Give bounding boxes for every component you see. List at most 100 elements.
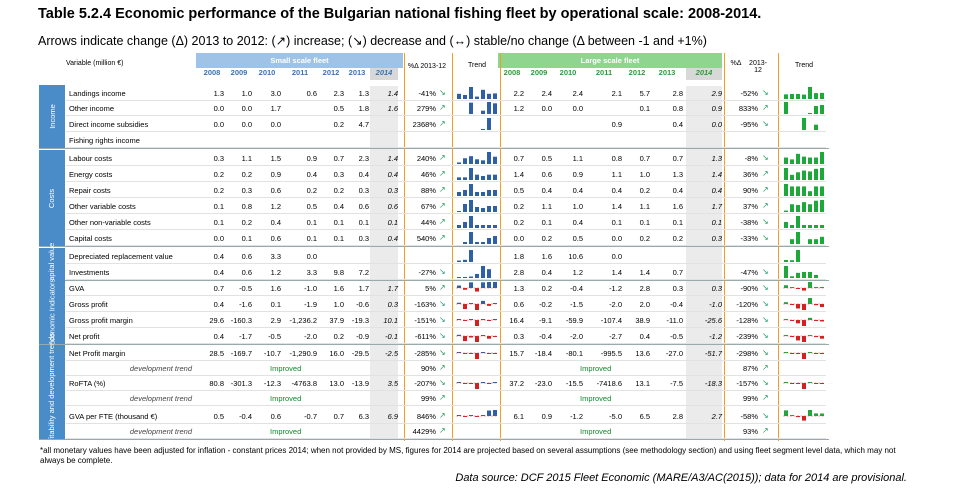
row-rule: [66, 229, 826, 230]
change-arrow-large: ↗: [762, 103, 769, 112]
large-value: 0.1: [672, 218, 683, 227]
small-value: 1.0: [333, 300, 344, 309]
trend-bar: [457, 382, 461, 383]
trend-sparkline: [783, 382, 825, 389]
development-trend-small: Improved: [270, 394, 302, 403]
large-value: 1.2: [513, 104, 524, 113]
trend-bar: [814, 157, 818, 164]
trend-bar: [814, 106, 818, 114]
trend-bar: [820, 225, 824, 228]
trend-bar: [802, 320, 806, 326]
pct-change-small: -285%: [414, 349, 436, 358]
trend-bar: [475, 416, 479, 417]
trend-sparkline: [463, 232, 497, 244]
trend-bar: [796, 320, 800, 324]
trend-bar: [808, 272, 812, 278]
small-value: 0.1: [306, 218, 317, 227]
trend-sparkline: [784, 168, 824, 180]
large-value: 1.3: [672, 170, 683, 179]
trend-sparkline: [457, 184, 497, 196]
trend-bar: [802, 353, 806, 359]
year-header-small: 2008: [200, 68, 224, 80]
pct-change-large: -120%: [736, 300, 758, 309]
small-value: 0.3: [333, 170, 344, 179]
trend-bar: [814, 287, 818, 288]
pct-change-small: 2368%: [412, 120, 436, 129]
large-value: 0.0: [611, 252, 622, 261]
large-value: 0.3: [711, 234, 722, 243]
pct-change-large: -47%: [740, 268, 758, 277]
small-value: 1.6: [270, 284, 281, 293]
trend-sparkline: [783, 298, 825, 310]
trend-bar: [475, 225, 479, 228]
row-rule: [66, 100, 826, 101]
large-value: -7.5: [670, 379, 683, 388]
large-value: 0.5: [572, 234, 583, 243]
trend-bar: [808, 191, 812, 196]
change-arrow-small: ↘: [439, 88, 446, 97]
small-fleet-header: Small scale fleet: [196, 53, 403, 68]
large-value: 1.2: [572, 268, 583, 277]
pct-change-large: 99%: [742, 394, 758, 403]
trend-bar: [820, 152, 824, 164]
section-divider: [39, 148, 829, 149]
small-value: 0.3: [387, 186, 398, 195]
change-arrow-small: ↗: [439, 393, 446, 402]
large-value: 0.4: [572, 186, 583, 195]
large-value: 0.8: [611, 154, 622, 163]
small-value: 0.4: [333, 202, 344, 211]
trend-bar: [784, 157, 788, 164]
trend-sparkline: [784, 102, 824, 114]
small-value: 1.4: [387, 89, 398, 98]
trend-bar: [457, 177, 461, 180]
large-value: 2.9: [711, 89, 722, 98]
trend-bar: [814, 320, 818, 321]
large-value: 13.1: [635, 379, 650, 388]
row-rule: [66, 438, 826, 439]
large-value: 6.5: [639, 412, 650, 421]
trend-bar: [814, 383, 818, 384]
year-header-large: 2008: [500, 68, 524, 80]
large-value: 2.4: [541, 89, 552, 98]
trend-bar: [796, 336, 800, 341]
trend-bar: [493, 382, 497, 383]
trend-bar: [802, 288, 806, 291]
small-value: 0.3: [358, 234, 369, 243]
trend-bar: [493, 303, 497, 304]
large-value: 1.0: [572, 202, 583, 211]
change-arrow-large: ↘: [762, 348, 769, 357]
trend-bar: [808, 335, 812, 336]
trend-bar: [457, 352, 461, 353]
change-arrow-large: ↘: [762, 331, 769, 340]
trend-bar: [814, 336, 818, 338]
small-value: 0.4: [213, 252, 224, 261]
trend-bar: [790, 204, 794, 212]
small-value: 0.7: [333, 154, 344, 163]
small-value: 1.2: [270, 202, 281, 211]
large-value: 1.4: [611, 268, 622, 277]
pct-change-large: -95%: [740, 120, 758, 129]
trend-bar: [469, 336, 473, 338]
data-source: Data source: DCF 2015 Fleet Economic (MA…: [455, 472, 907, 484]
large-value: -18.3: [704, 379, 722, 388]
trend-bar: [808, 171, 812, 180]
pct-change-large: 36%: [742, 170, 758, 179]
row-rule: [66, 213, 826, 214]
small-value: 0.0: [213, 104, 224, 113]
pct-change-large: 37%: [742, 202, 758, 211]
large-value: 0.4: [611, 186, 622, 195]
large-value: -0.2: [539, 300, 552, 309]
trend-bar: [487, 336, 491, 339]
change-arrow-small: ↗: [439, 363, 446, 372]
trend-bar: [790, 186, 794, 196]
trend-bar: [790, 287, 794, 288]
trend-bar: [814, 239, 818, 244]
trend-bar: [463, 95, 467, 99]
small-value: -1.7: [239, 332, 252, 341]
trend-bar: [457, 93, 461, 99]
trend-bar: [820, 92, 824, 99]
large-value: 0.9: [611, 120, 622, 129]
large-value: 1.4: [513, 170, 524, 179]
section-label: Income: [39, 85, 65, 148]
trend-bar: [475, 383, 479, 389]
